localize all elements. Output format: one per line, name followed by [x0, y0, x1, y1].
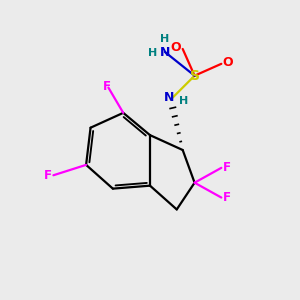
- Text: O: O: [171, 41, 182, 54]
- Text: H: H: [148, 47, 158, 58]
- Text: F: F: [103, 80, 111, 94]
- Text: N: N: [160, 46, 170, 59]
- Text: H: H: [160, 34, 170, 44]
- Text: H: H: [179, 96, 188, 106]
- Text: S: S: [190, 69, 200, 83]
- Text: F: F: [44, 169, 52, 182]
- Text: F: F: [223, 161, 231, 174]
- Text: O: O: [223, 56, 233, 69]
- Text: N: N: [164, 92, 175, 104]
- Text: F: F: [223, 191, 231, 204]
